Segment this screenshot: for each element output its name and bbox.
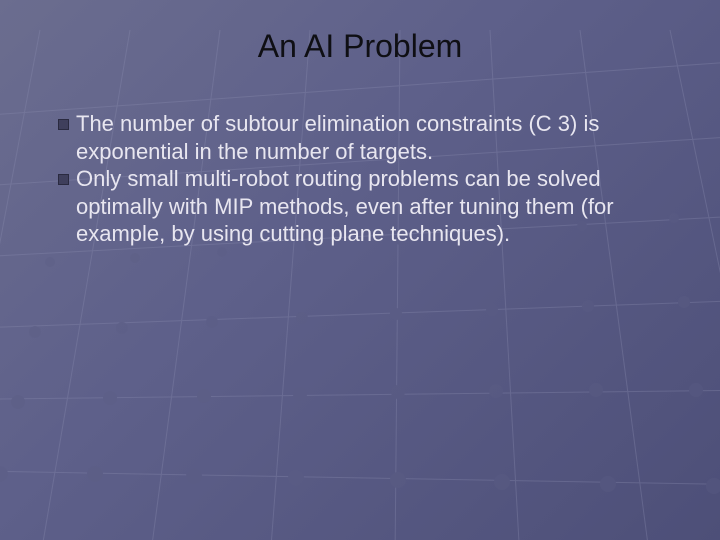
bullet-item: Only small multi-robot routing problems … [58, 165, 680, 248]
slide-title: An AI Problem [40, 28, 680, 65]
bullet-item: The number of subtour elimination constr… [58, 110, 680, 165]
slide-content: An AI Problem The number of subtour elim… [0, 0, 720, 540]
bullet-list: The number of subtour elimination constr… [40, 110, 680, 248]
